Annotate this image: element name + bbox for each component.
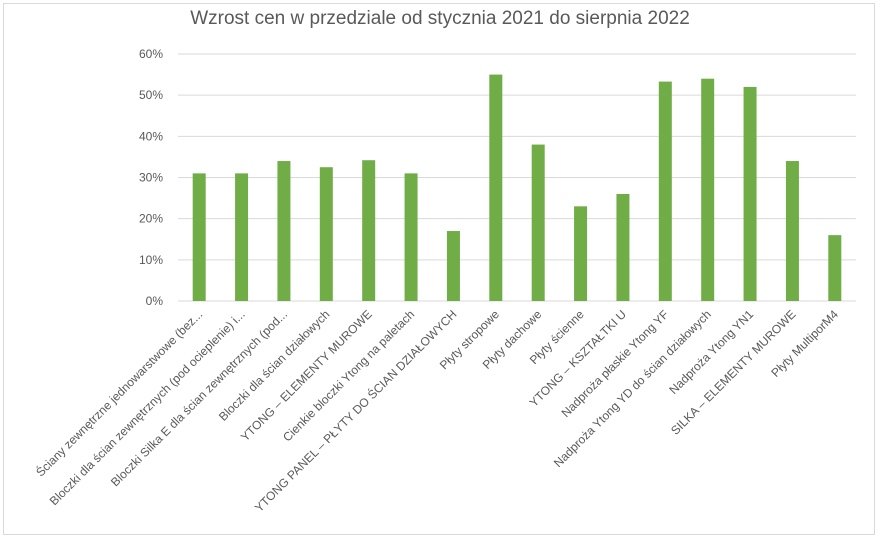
bar bbox=[192, 173, 206, 301]
chart-area bbox=[3, 3, 875, 535]
bar bbox=[531, 144, 545, 301]
y-tick-label: 10% bbox=[139, 253, 163, 267]
x-category-label: Bloczki Silka E dla ścian zewnętrznych (… bbox=[108, 307, 290, 489]
y-tick-label: 30% bbox=[139, 171, 163, 185]
bar bbox=[743, 86, 757, 301]
bar bbox=[362, 160, 376, 301]
y-tick-label: 40% bbox=[139, 129, 163, 143]
chart-title: Wzrost cen w przedziale od stycznia 2021… bbox=[190, 8, 690, 29]
bar bbox=[658, 81, 672, 301]
bar bbox=[785, 161, 799, 301]
x-category-label: Ściany zewnętrzne jednowarstwowe (bez... bbox=[32, 307, 205, 480]
bar bbox=[235, 173, 249, 301]
y-tick-label: 20% bbox=[139, 212, 163, 226]
bar bbox=[277, 161, 291, 301]
bar bbox=[446, 231, 460, 301]
bar bbox=[404, 173, 418, 301]
x-category-label: Bloczki dla ścian zewnętrznych (pod ocie… bbox=[47, 307, 248, 508]
x-category-label: Nadproża Ytong YD do ścian działowych bbox=[551, 307, 714, 470]
y-tick-label: 60% bbox=[139, 47, 163, 61]
bar bbox=[489, 74, 503, 301]
bar bbox=[616, 193, 630, 301]
bar bbox=[701, 78, 715, 301]
bar bbox=[828, 235, 842, 301]
x-category-label: YTONG PANEL – PŁYTY DO ŚCIAN DZIAŁOWYCH bbox=[251, 307, 459, 515]
y-tick-label: 0% bbox=[146, 294, 164, 308]
bar bbox=[319, 167, 333, 301]
bar bbox=[574, 206, 588, 301]
y-tick-label: 50% bbox=[139, 88, 163, 102]
